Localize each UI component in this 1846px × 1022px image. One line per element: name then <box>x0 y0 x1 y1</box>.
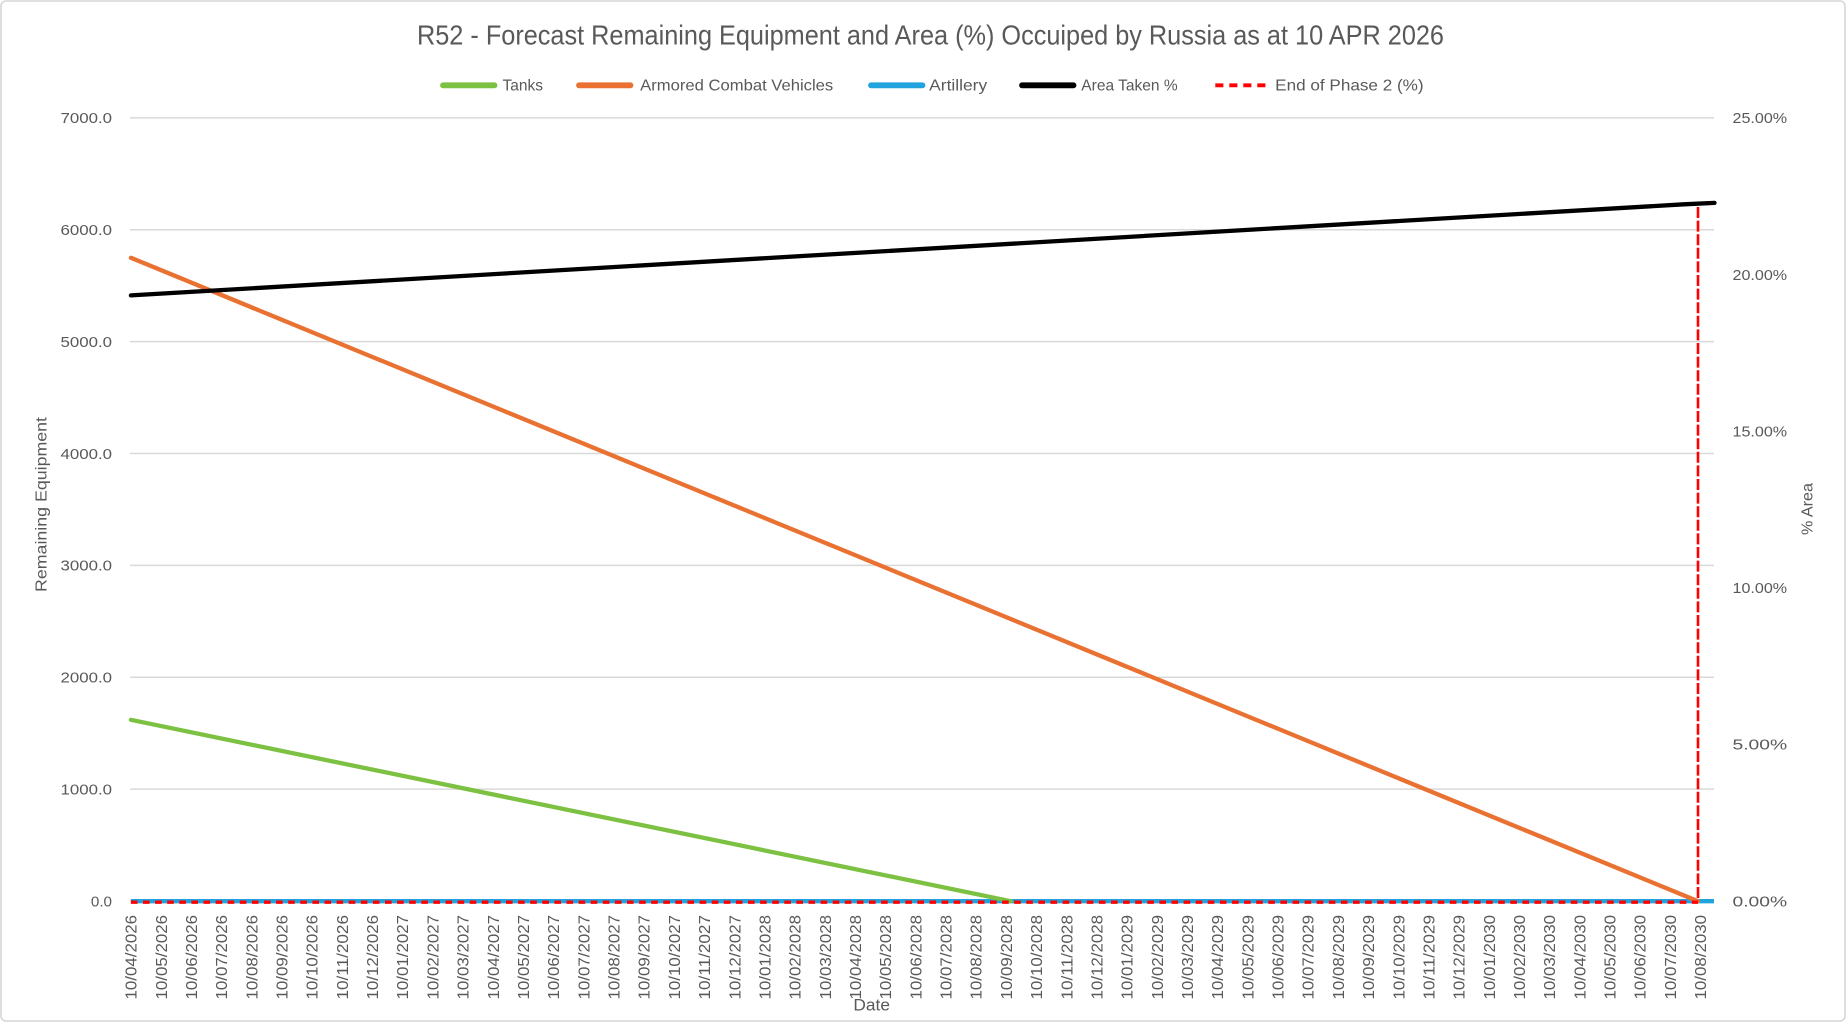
svg-text:0.0: 0.0 <box>91 893 112 910</box>
svg-text:10/10/2027: 10/10/2027 <box>667 915 684 1000</box>
svg-text:10/12/2029: 10/12/2029 <box>1452 915 1469 1000</box>
svg-text:25.00%: 25.00% <box>1733 110 1788 127</box>
svg-text:10/12/2026: 10/12/2026 <box>365 915 382 1000</box>
svg-text:10/02/2027: 10/02/2027 <box>425 915 442 1000</box>
svg-text:Tanks: Tanks <box>503 78 544 95</box>
svg-text:10/10/2029: 10/10/2029 <box>1391 915 1408 1000</box>
svg-text:10/06/2028: 10/06/2028 <box>908 915 925 1000</box>
svg-text:Artillery: Artillery <box>929 78 987 95</box>
svg-text:10/03/2028: 10/03/2028 <box>818 915 835 1000</box>
svg-text:R52 - Forecast Remaining Equip: R52 - Forecast Remaining Equipment and A… <box>417 19 1444 50</box>
svg-text:10/08/2030: 10/08/2030 <box>1693 915 1710 1000</box>
svg-text:5000.0: 5000.0 <box>61 334 113 351</box>
svg-text:10/01/2030: 10/01/2030 <box>1482 915 1499 1000</box>
svg-text:10/08/2026: 10/08/2026 <box>244 915 261 1000</box>
svg-text:10/10/2028: 10/10/2028 <box>1029 915 1046 1000</box>
svg-text:10/10/2026: 10/10/2026 <box>305 915 322 1000</box>
svg-text:10/07/2029: 10/07/2029 <box>1301 915 1318 1000</box>
svg-text:End of Phase 2 (%): End of Phase 2 (%) <box>1275 78 1423 95</box>
svg-text:10/12/2028: 10/12/2028 <box>1089 915 1106 1000</box>
svg-text:10/06/2026: 10/06/2026 <box>184 915 201 1000</box>
svg-text:10/04/2027: 10/04/2027 <box>486 915 503 1000</box>
svg-text:10/01/2027: 10/01/2027 <box>395 915 412 1000</box>
svg-text:10/08/2027: 10/08/2027 <box>607 915 624 1000</box>
svg-text:10/09/2026: 10/09/2026 <box>275 915 292 1000</box>
svg-text:% Area: % Area <box>1800 483 1817 535</box>
svg-text:10/05/2026: 10/05/2026 <box>154 915 171 1000</box>
svg-text:10/03/2030: 10/03/2030 <box>1542 915 1559 1000</box>
svg-text:10/09/2027: 10/09/2027 <box>637 915 654 1000</box>
svg-text:10/05/2027: 10/05/2027 <box>516 915 533 1000</box>
svg-text:10/09/2028: 10/09/2028 <box>999 915 1016 1000</box>
svg-text:10/07/2026: 10/07/2026 <box>214 915 231 1000</box>
svg-text:10/04/2028: 10/04/2028 <box>848 915 865 1000</box>
svg-text:10/04/2029: 10/04/2029 <box>1210 915 1227 1000</box>
svg-text:10/08/2029: 10/08/2029 <box>1331 915 1348 1000</box>
svg-text:7000.0: 7000.0 <box>61 110 113 127</box>
svg-text:10/06/2029: 10/06/2029 <box>1271 915 1288 1000</box>
svg-text:10/07/2027: 10/07/2027 <box>576 915 593 1000</box>
svg-text:10/11/2027: 10/11/2027 <box>697 915 714 1000</box>
svg-text:10/05/2029: 10/05/2029 <box>1240 915 1257 1000</box>
svg-text:6000.0: 6000.0 <box>61 222 113 239</box>
svg-text:10/04/2026: 10/04/2026 <box>124 915 141 1000</box>
svg-text:15.00%: 15.00% <box>1733 423 1788 440</box>
svg-text:10/11/2028: 10/11/2028 <box>1059 915 1076 1000</box>
svg-text:10/03/2027: 10/03/2027 <box>456 915 473 1000</box>
svg-text:10/11/2029: 10/11/2029 <box>1422 915 1439 1000</box>
svg-text:10.00%: 10.00% <box>1733 580 1788 597</box>
svg-text:10/05/2028: 10/05/2028 <box>878 915 895 1000</box>
svg-text:10/01/2029: 10/01/2029 <box>1120 915 1137 1000</box>
svg-text:10/02/2028: 10/02/2028 <box>788 915 805 1000</box>
svg-text:Area Taken %: Area Taken % <box>1081 78 1177 95</box>
svg-text:10/09/2029: 10/09/2029 <box>1361 915 1378 1000</box>
svg-text:Date: Date <box>853 996 890 1015</box>
svg-text:10/04/2030: 10/04/2030 <box>1572 915 1589 1000</box>
svg-text:0.00%: 0.00% <box>1733 893 1788 910</box>
svg-text:Remaining Equipment: Remaining Equipment <box>34 416 51 592</box>
svg-text:10/11/2026: 10/11/2026 <box>335 915 352 1000</box>
svg-text:20.00%: 20.00% <box>1733 267 1788 284</box>
svg-text:10/12/2027: 10/12/2027 <box>727 915 744 1000</box>
svg-text:Armored Combat Vehicles: Armored Combat Vehicles <box>640 78 833 95</box>
svg-text:10/02/2030: 10/02/2030 <box>1512 915 1529 1000</box>
svg-text:10/03/2029: 10/03/2029 <box>1180 915 1197 1000</box>
svg-text:10/06/2027: 10/06/2027 <box>546 915 563 1000</box>
svg-text:1000.0: 1000.0 <box>61 781 113 798</box>
svg-text:10/01/2028: 10/01/2028 <box>757 915 774 1000</box>
svg-text:10/07/2028: 10/07/2028 <box>939 915 956 1000</box>
svg-text:3000.0: 3000.0 <box>61 558 113 575</box>
svg-text:4000.0: 4000.0 <box>61 446 113 463</box>
svg-text:10/02/2029: 10/02/2029 <box>1150 915 1167 1000</box>
svg-text:10/05/2030: 10/05/2030 <box>1603 915 1620 1000</box>
svg-text:10/06/2030: 10/06/2030 <box>1633 915 1650 1000</box>
svg-text:2000.0: 2000.0 <box>61 670 113 687</box>
svg-text:5.00%: 5.00% <box>1733 737 1788 754</box>
svg-text:10/07/2030: 10/07/2030 <box>1663 915 1680 1000</box>
svg-text:10/08/2028: 10/08/2028 <box>969 915 986 1000</box>
